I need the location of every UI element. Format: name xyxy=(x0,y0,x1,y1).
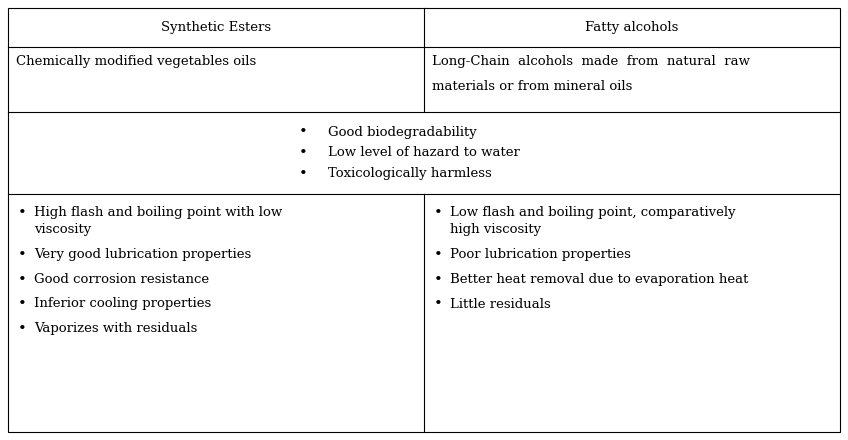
Text: •: • xyxy=(18,273,27,286)
Text: Synthetic Esters: Synthetic Esters xyxy=(161,21,271,34)
Text: •: • xyxy=(299,125,308,139)
Text: Inferior cooling properties: Inferior cooling properties xyxy=(34,297,211,311)
Text: •: • xyxy=(18,248,27,262)
Text: Vaporizes with residuals: Vaporizes with residuals xyxy=(34,323,198,335)
Text: •: • xyxy=(299,166,308,180)
Text: •: • xyxy=(18,206,27,220)
Text: Toxicologically harmless: Toxicologically harmless xyxy=(328,167,492,180)
Text: Poor lubrication properties: Poor lubrication properties xyxy=(450,248,631,261)
Text: Good biodegradability: Good biodegradability xyxy=(328,126,477,139)
Text: Better heat removal due to evaporation heat: Better heat removal due to evaporation h… xyxy=(450,273,749,286)
Text: Chemically modified vegetables oils: Chemically modified vegetables oils xyxy=(16,55,256,68)
Text: Good corrosion resistance: Good corrosion resistance xyxy=(34,273,209,286)
Text: Low flash and boiling point, comparatively: Low flash and boiling point, comparative… xyxy=(450,206,735,219)
Text: •: • xyxy=(18,297,27,312)
Text: •: • xyxy=(434,297,443,312)
Text: viscosity: viscosity xyxy=(34,223,92,236)
Text: •: • xyxy=(299,146,308,160)
Text: Low level of hazard to water: Low level of hazard to water xyxy=(328,147,520,159)
Text: High flash and boiling point with low: High flash and boiling point with low xyxy=(34,206,282,219)
Text: •: • xyxy=(434,206,443,220)
Text: •: • xyxy=(434,273,443,286)
Text: Very good lubrication properties: Very good lubrication properties xyxy=(34,248,251,261)
Text: materials or from mineral oils: materials or from mineral oils xyxy=(432,80,633,93)
Text: Little residuals: Little residuals xyxy=(450,297,550,311)
Text: high viscosity: high viscosity xyxy=(450,223,541,236)
Text: •: • xyxy=(434,248,443,262)
Text: Long-Chain  alcohols  made  from  natural  raw: Long-Chain alcohols made from natural ra… xyxy=(432,55,750,68)
Text: Fatty alcohols: Fatty alcohols xyxy=(585,21,678,34)
Text: •: • xyxy=(18,323,27,336)
